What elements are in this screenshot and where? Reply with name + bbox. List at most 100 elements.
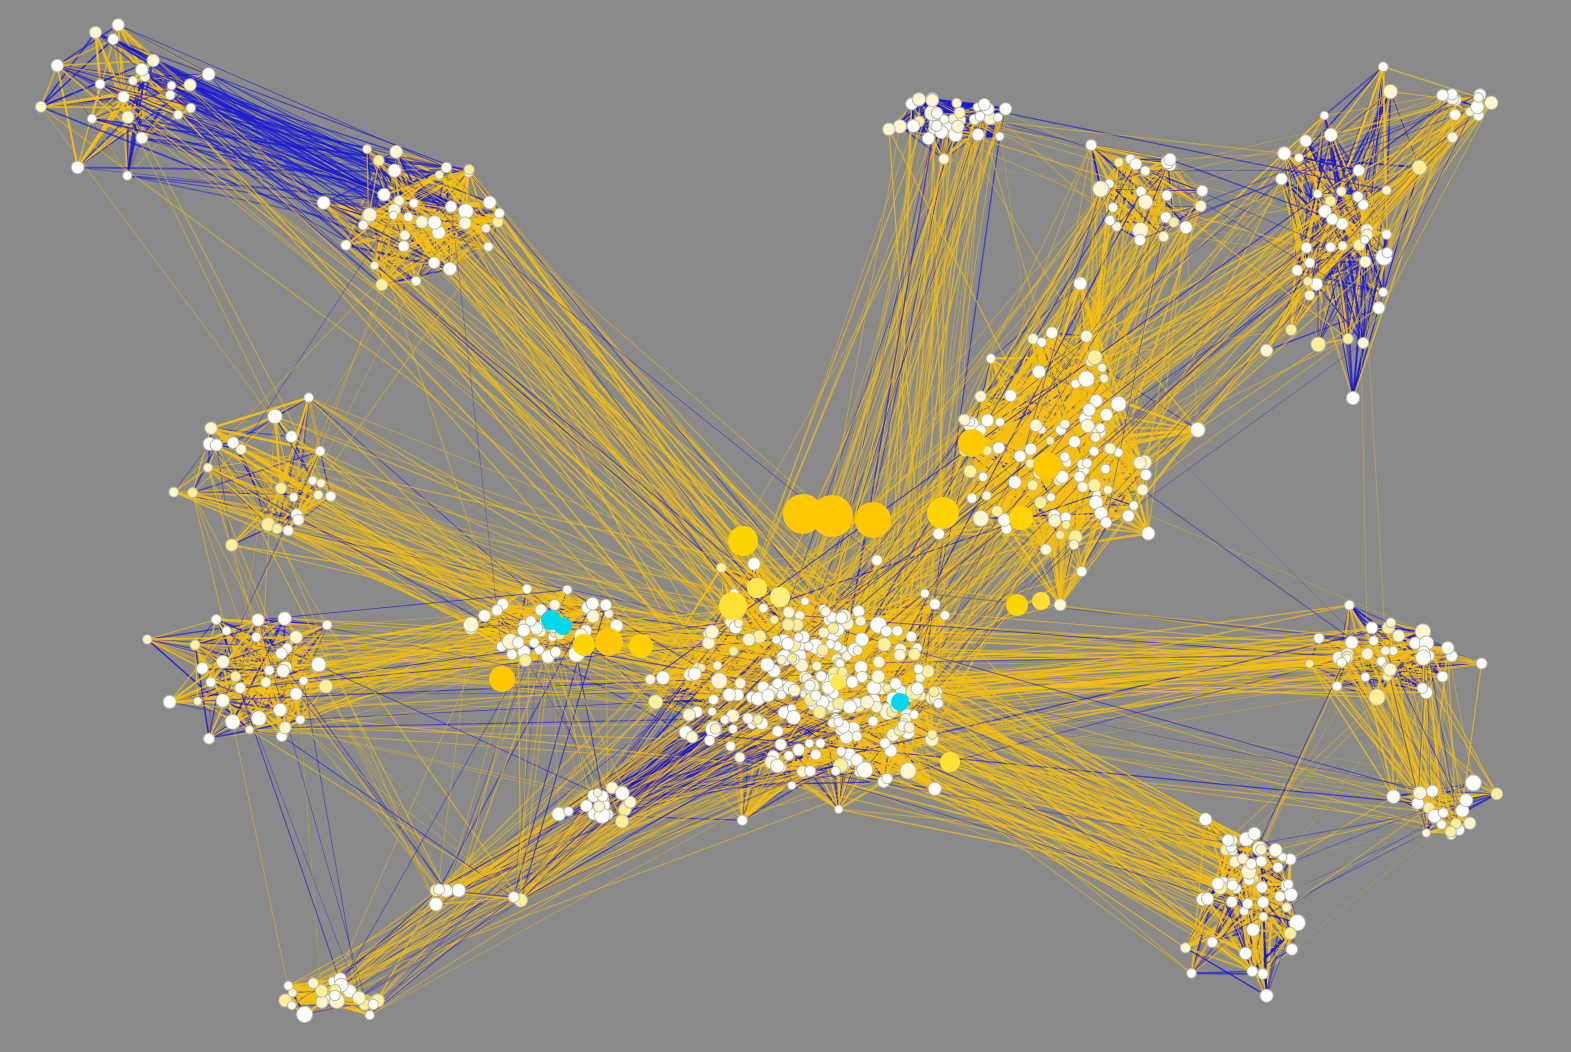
graph-node[interactable]: [215, 693, 231, 708]
graph-node[interactable]: [318, 679, 334, 694]
graph-node[interactable]: [444, 200, 458, 213]
graph-node[interactable]: [1113, 157, 1125, 168]
graph-node[interactable]: [734, 677, 747, 690]
graph-node[interactable]: [372, 154, 385, 167]
graph-node[interactable]: [440, 161, 453, 174]
graph-node[interactable]: [985, 353, 997, 364]
graph-node[interactable]: [1198, 812, 1213, 827]
hub-node[interactable]: [1033, 452, 1061, 480]
graph-node[interactable]: [1324, 195, 1337, 208]
graph-node[interactable]: [1102, 484, 1114, 495]
graph-node[interactable]: [260, 676, 272, 688]
graph-node[interactable]: [399, 229, 411, 241]
graph-node[interactable]: [1161, 189, 1173, 202]
graph-node[interactable]: [267, 408, 283, 425]
graph-node[interactable]: [1029, 418, 1043, 433]
graph-node[interactable]: [913, 663, 924, 675]
graph-node[interactable]: [507, 891, 520, 903]
graph-node[interactable]: [458, 203, 474, 220]
graph-node[interactable]: [1073, 276, 1088, 291]
graph-node[interactable]: [525, 615, 537, 627]
graph-node[interactable]: [1444, 825, 1457, 838]
graph-node[interactable]: [999, 102, 1013, 116]
graph-node[interactable]: [1281, 902, 1292, 913]
graph-node[interactable]: [1299, 134, 1313, 148]
graph-node[interactable]: [210, 614, 222, 625]
graph-node[interactable]: [761, 688, 776, 703]
graph-node[interactable]: [1107, 202, 1119, 213]
graph-node[interactable]: [173, 109, 184, 120]
graph-node[interactable]: [288, 492, 299, 503]
graph-node[interactable]: [978, 471, 989, 482]
graph-node[interactable]: [614, 785, 630, 801]
graph-node[interactable]: [1259, 343, 1274, 358]
graph-node[interactable]: [1361, 647, 1374, 661]
graph-node[interactable]: [1090, 431, 1101, 443]
graph-node[interactable]: [1100, 516, 1113, 529]
graph-node[interactable]: [882, 122, 896, 136]
graph-node[interactable]: [367, 998, 379, 1011]
graph-node[interactable]: [408, 198, 420, 209]
graph-node[interactable]: [165, 89, 176, 101]
graph-node[interactable]: [1382, 84, 1399, 100]
graph-node[interactable]: [1163, 152, 1177, 167]
graph-node[interactable]: [615, 814, 630, 829]
graph-node[interactable]: [1110, 395, 1127, 413]
graph-node[interactable]: [742, 632, 756, 647]
graph-node[interactable]: [1068, 435, 1081, 449]
graph-node[interactable]: [1283, 926, 1297, 940]
graph-node[interactable]: [427, 256, 441, 270]
graph-node[interactable]: [1129, 157, 1143, 171]
graph-node[interactable]: [930, 106, 944, 120]
graph-node[interactable]: [1080, 329, 1093, 343]
graph-node[interactable]: [314, 445, 326, 457]
graph-node[interactable]: [276, 664, 291, 678]
graph-node[interactable]: [1045, 326, 1059, 340]
graph-node[interactable]: [1352, 190, 1364, 203]
graph-node[interactable]: [563, 806, 574, 817]
graph-node[interactable]: [1381, 247, 1394, 259]
graph-node[interactable]: [1206, 936, 1219, 948]
graph-node[interactable]: [1089, 394, 1103, 408]
graph-node[interactable]: [89, 25, 102, 39]
hub-node[interactable]: [927, 497, 959, 529]
graph-node[interactable]: [803, 641, 814, 652]
graph-node[interactable]: [1026, 479, 1039, 492]
graph-node[interactable]: [1313, 632, 1325, 644]
graph-node[interactable]: [1331, 680, 1343, 692]
graph-node[interactable]: [1446, 131, 1459, 144]
graph-node[interactable]: [434, 170, 445, 180]
graph-node[interactable]: [921, 131, 936, 146]
graph-node[interactable]: [277, 611, 292, 626]
graph-node[interactable]: [533, 644, 545, 656]
graph-node[interactable]: [585, 596, 600, 611]
graph-node[interactable]: [981, 490, 993, 501]
graph-node[interactable]: [974, 390, 987, 403]
graph-node[interactable]: [493, 207, 505, 219]
graph-node[interactable]: [251, 613, 265, 627]
graph-node[interactable]: [833, 716, 844, 728]
graph-node[interactable]: [1255, 855, 1268, 868]
graph-node[interactable]: [183, 78, 197, 92]
graph-node[interactable]: [850, 753, 864, 767]
graph-node[interactable]: [1312, 189, 1323, 199]
graph-node[interactable]: [951, 97, 963, 109]
graph-node[interactable]: [1087, 349, 1103, 366]
graph-node[interactable]: [1359, 255, 1372, 269]
graph-node[interactable]: [482, 195, 497, 210]
graph-node[interactable]: [1087, 478, 1102, 493]
graph-node[interactable]: [599, 598, 613, 612]
graph-node[interactable]: [925, 93, 940, 108]
graph-node[interactable]: [1459, 793, 1474, 808]
graph-node[interactable]: [1136, 483, 1149, 496]
graph-node[interactable]: [548, 598, 561, 611]
graph-node[interactable]: [107, 33, 120, 46]
graph-node[interactable]: [273, 702, 288, 718]
graph-node[interactable]: [1411, 159, 1428, 176]
graph-node[interactable]: [185, 102, 197, 114]
graph-node[interactable]: [1092, 180, 1110, 198]
graph-node[interactable]: [1319, 110, 1330, 121]
graph-node[interactable]: [135, 131, 149, 145]
graph-node[interactable]: [1377, 61, 1389, 73]
graph-node[interactable]: [1441, 641, 1455, 655]
